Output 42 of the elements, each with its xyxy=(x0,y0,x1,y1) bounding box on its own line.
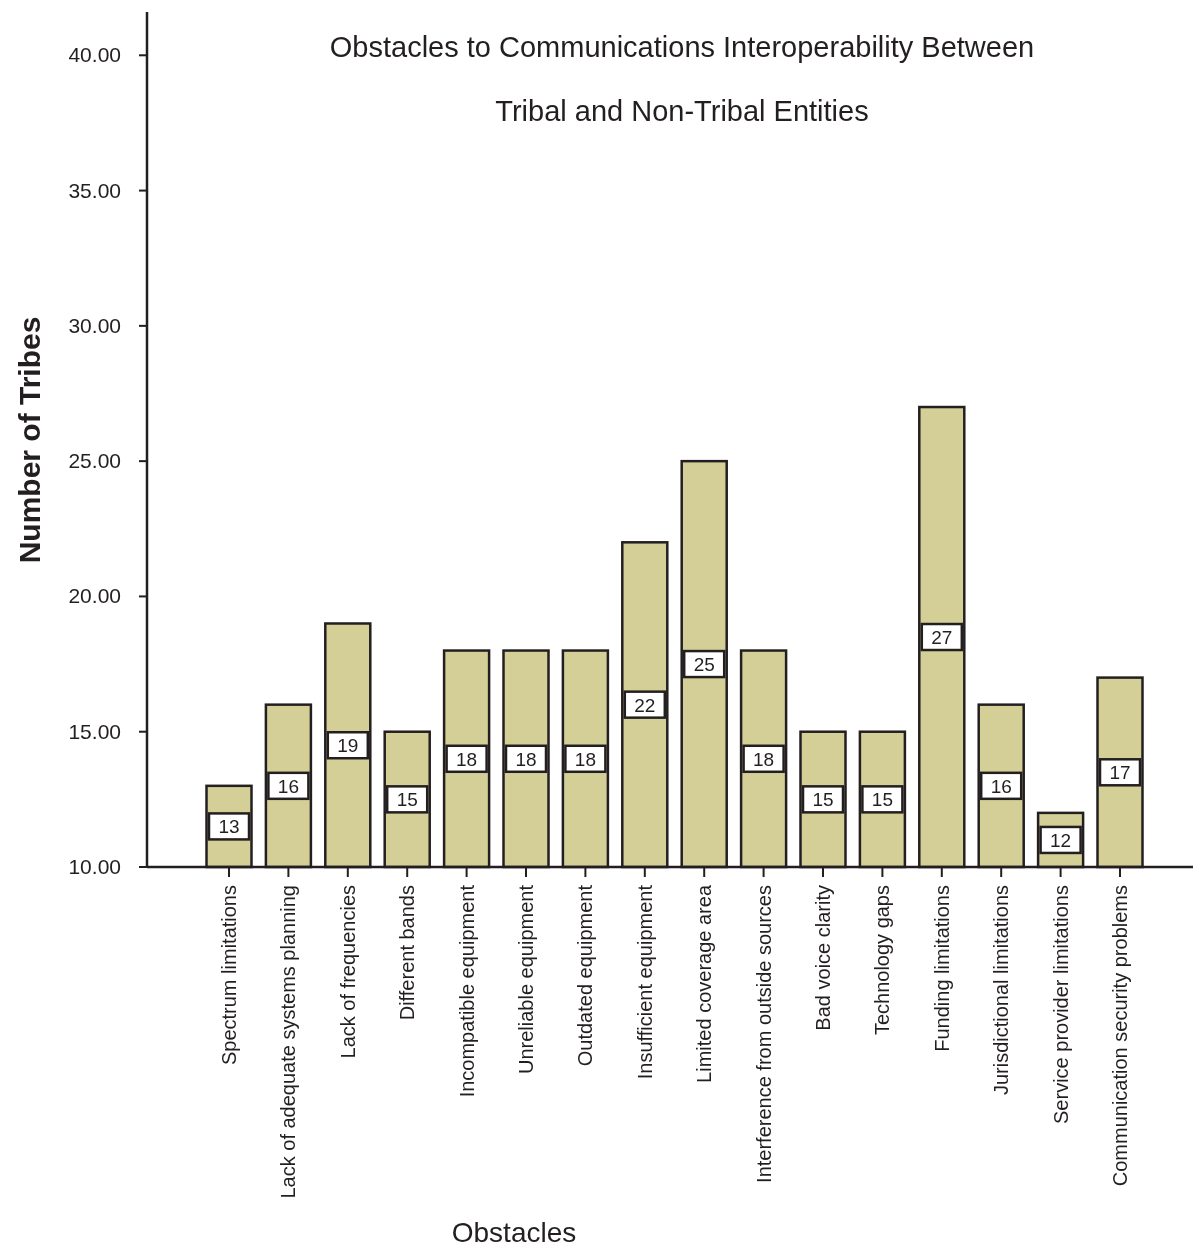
text: Obstacles to Communications Interoperability Between Tribal and Non-Tribal Entities xyxy=(329,31,1035,127)
data-label: 25 xyxy=(693,654,715,676)
x-tick-label: Lack of adequate systems planning xyxy=(277,885,300,1199)
y-tick-label: 20.00 xyxy=(68,584,121,608)
x-tick-label: Unreliable equipment xyxy=(515,884,537,1075)
data-label: 19 xyxy=(337,735,359,757)
y-tick-label: 30.00 xyxy=(68,313,121,337)
data-label: 18 xyxy=(456,748,478,770)
data-label: 15 xyxy=(812,789,834,811)
data-label: 16 xyxy=(277,775,299,797)
x-tick-label: Outdated equipment xyxy=(574,884,597,1067)
x-tick-label: Lack of frequencies xyxy=(336,885,359,1059)
data-label: 18 xyxy=(574,748,596,770)
data-label: 16 xyxy=(990,775,1012,797)
x-axis-title: Obstacles xyxy=(451,1217,577,1245)
data-label: 17 xyxy=(1109,762,1131,784)
data-label: 18 xyxy=(753,748,775,770)
data-label: 15 xyxy=(396,789,418,811)
x-tick-label: Service provider limitations xyxy=(1049,885,1072,1124)
x-tick-label: Funding limitations xyxy=(930,885,953,1052)
data-label: 22 xyxy=(634,694,656,716)
x-tick-label: Technology gaps xyxy=(871,885,894,1036)
x-tick-label: Jurisdictional limitations xyxy=(990,885,1013,1096)
data-label: 13 xyxy=(218,816,240,838)
x-tick-label: Bad voice clarity xyxy=(812,885,834,1031)
y-tick-label: 25.00 xyxy=(68,449,121,473)
x-tick-label: Spectrum limitations xyxy=(218,885,240,1066)
y-tick-label: 40.00 xyxy=(68,43,121,67)
x-tick-label: Incompatible equipment xyxy=(455,884,478,1098)
x-tick-label: Communication security problems xyxy=(1109,885,1131,1187)
y-tick-label: 15.00 xyxy=(68,719,121,743)
x-tick-label: Limited coverage area xyxy=(693,884,716,1083)
y-tick-label: 10.00 xyxy=(68,855,121,878)
x-tick-label: Different bands xyxy=(396,885,419,1021)
data-label: 15 xyxy=(871,789,893,811)
data-label: 18 xyxy=(515,748,537,770)
data-label: 27 xyxy=(931,627,953,649)
y-axis-title: Number of Tribes xyxy=(13,316,46,564)
data-label: 12 xyxy=(1050,829,1072,851)
x-tick-label: Interference from outside sources xyxy=(752,885,775,1183)
x-tick-label: Insufficient equipment xyxy=(633,884,656,1080)
y-tick-label: 35.00 xyxy=(68,178,121,202)
